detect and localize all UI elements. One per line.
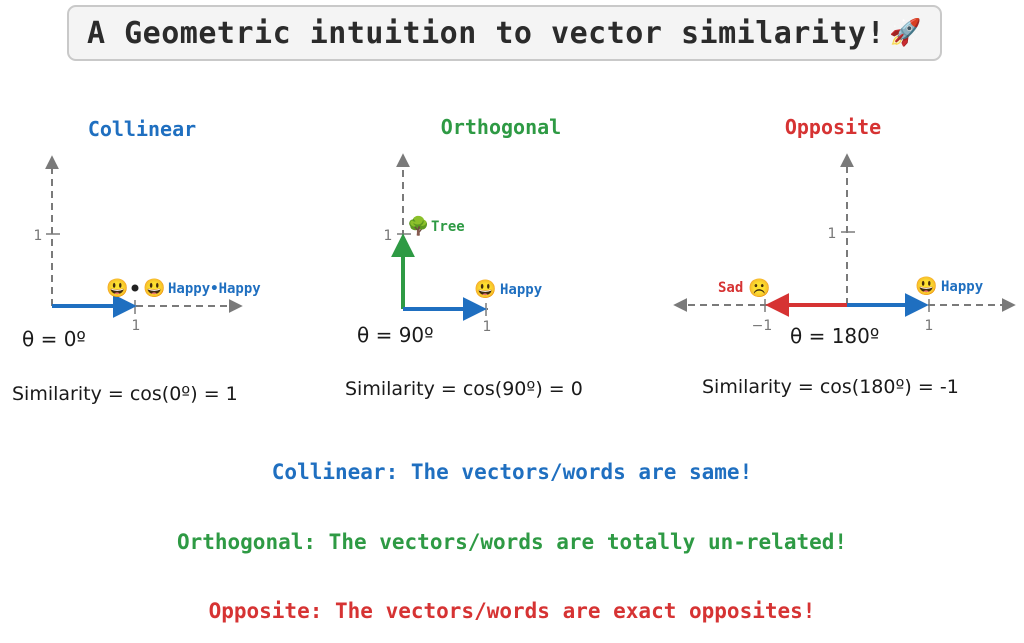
panel-heading-orthogonal: Orthogonal xyxy=(441,115,561,139)
summary-orthogonal: Orthogonal: The vectors/words are totall… xyxy=(176,530,848,554)
happy-emoji-icon: 😃 xyxy=(106,278,128,299)
y-tick-label: 1 xyxy=(34,228,43,244)
y-tick-label: 1 xyxy=(384,228,393,244)
panel-heading-collinear: Collinear xyxy=(88,117,196,141)
panel-collinear: Collinear 1 1 😃 😃 Happy•Happy θ = 0º Sim… xyxy=(12,117,261,405)
rocket-icon: 🚀 xyxy=(889,18,923,48)
happy-emoji-icon: 😃 xyxy=(143,278,165,299)
theta-label: θ = 180º xyxy=(790,324,879,348)
x-tick-negative-label: −1 xyxy=(752,318,773,334)
dot-operator xyxy=(131,284,139,292)
vector-neg-label: Sad xyxy=(718,280,743,296)
x-tick-label: 1 xyxy=(132,318,141,334)
similarity-label: Similarity = cos(0º) = 1 xyxy=(12,383,238,405)
panel-orthogonal: Orthogonal 1 1 🌳 Tree 😃 Happy θ = 90º Si… xyxy=(345,115,583,400)
panel-opposite: Opposite 1 1 −1 Sad ☹️ 😃 Happy θ = 180º … xyxy=(673,115,1016,398)
sad-emoji-icon: ☹️ xyxy=(748,278,770,299)
summary-opposite: Opposite: The vectors/words are exact op… xyxy=(208,599,816,623)
vector-y-label: Tree xyxy=(431,219,465,235)
vector-x-label: Happy xyxy=(500,282,543,298)
x-tick-label: 1 xyxy=(483,319,492,335)
tree-emoji-icon: 🌳 xyxy=(407,215,429,237)
similarity-label: Similarity = cos(90º) = 0 xyxy=(345,378,583,400)
vector-label: Happy•Happy xyxy=(168,281,261,297)
happy-emoji-icon: 😃 xyxy=(474,279,496,300)
title-banner: A Geometric intuition to vector similari… xyxy=(67,5,942,61)
x-tick-positive-label: 1 xyxy=(925,318,934,334)
page-title: A Geometric intuition to vector similari… xyxy=(86,15,886,51)
happy-emoji-icon: 😃 xyxy=(915,276,937,297)
similarity-label: Similarity = cos(180º) = -1 xyxy=(702,376,959,398)
y-tick-label: 1 xyxy=(828,226,837,242)
theta-label: θ = 90º xyxy=(357,323,434,347)
theta-label: θ = 0º xyxy=(22,327,86,351)
vector-pos-label: Happy xyxy=(941,279,984,295)
summary-collinear: Collinear: The vectors/words are same! xyxy=(271,460,753,484)
panel-heading-opposite: Opposite xyxy=(785,115,881,139)
